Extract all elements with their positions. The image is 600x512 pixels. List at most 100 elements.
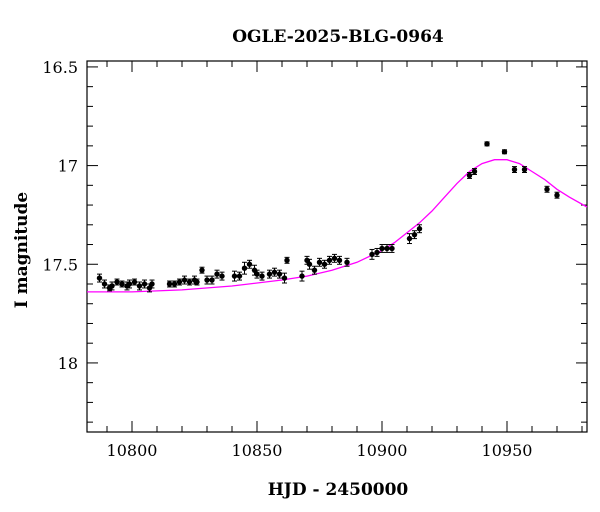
data-point <box>384 244 390 253</box>
data-point <box>471 168 478 175</box>
data-marker <box>284 257 290 264</box>
data-marker <box>369 251 375 258</box>
data-point <box>369 248 375 260</box>
model-curve-group <box>87 159 588 293</box>
data-point <box>219 271 225 281</box>
data-marker <box>141 281 148 287</box>
y-tick-label: 17 <box>58 157 78 176</box>
data-point <box>416 224 423 234</box>
data-marker <box>214 271 220 277</box>
data-point <box>214 269 220 279</box>
data-point <box>306 258 313 270</box>
data-point <box>126 279 133 289</box>
x-axis-label: HJD - 2450000 <box>268 480 409 500</box>
data-marker <box>126 281 133 287</box>
data-marker <box>299 273 305 279</box>
data-marker <box>241 265 248 271</box>
data-point <box>281 272 288 284</box>
data-marker <box>219 273 225 279</box>
axis-ticks <box>87 61 587 432</box>
data-point <box>119 280 125 288</box>
y-tick-label: 17.5 <box>42 255 78 274</box>
data-marker <box>181 277 188 283</box>
data-point <box>484 141 490 147</box>
data-point <box>511 166 518 173</box>
data-point <box>254 269 260 279</box>
x-tick-label: 10900 <box>357 441 408 460</box>
x-tick-label: 10850 <box>232 441 283 460</box>
plot-area-border <box>86 60 588 433</box>
data-point <box>259 271 265 281</box>
data-marker <box>166 281 173 287</box>
data-point <box>136 281 143 291</box>
data-marker <box>511 166 518 173</box>
data-marker <box>416 226 423 232</box>
data-marker <box>204 277 210 283</box>
data-marker <box>306 261 313 267</box>
data-marker <box>501 149 508 155</box>
model-curve <box>87 159 588 293</box>
data-point <box>379 244 385 253</box>
data-marker <box>276 271 283 277</box>
data-marker <box>336 257 343 264</box>
data-marker <box>374 249 380 256</box>
data-point <box>194 278 200 286</box>
data-marker <box>311 267 318 273</box>
data-point <box>554 191 560 199</box>
data-marker <box>259 273 265 279</box>
data-point <box>321 259 328 269</box>
data-point <box>186 278 193 286</box>
data-marker <box>199 267 205 273</box>
data-point <box>299 270 305 282</box>
data-point <box>466 171 473 179</box>
data-point <box>284 256 290 264</box>
data-marker <box>411 231 418 238</box>
data-point <box>166 280 173 288</box>
plot-frame <box>86 60 588 433</box>
data-marker <box>246 261 253 267</box>
data-point <box>406 233 413 245</box>
data-marker <box>231 273 238 279</box>
data-point <box>344 257 350 267</box>
data-marker <box>209 277 215 283</box>
data-marker <box>344 259 350 265</box>
data-marker <box>149 281 155 287</box>
data-marker <box>466 172 473 179</box>
data-marker <box>471 168 478 175</box>
data-point <box>96 273 103 283</box>
data-marker <box>96 275 103 281</box>
data-point <box>326 255 333 265</box>
data-marker <box>254 271 260 277</box>
data-marker <box>379 245 385 252</box>
data-point <box>521 166 528 173</box>
data-point <box>231 270 238 282</box>
data-marker <box>236 273 243 279</box>
x-tick-label: 10950 <box>482 441 533 460</box>
data-marker <box>331 255 338 262</box>
data-point <box>114 278 120 286</box>
data-marker <box>484 141 490 147</box>
y-tick-label: 16.5 <box>42 58 78 77</box>
data-point <box>311 265 318 275</box>
data-point <box>271 267 278 277</box>
y-axis-label: I magnitude <box>12 192 32 309</box>
data-point <box>544 185 550 193</box>
data-point <box>246 259 253 269</box>
data-point <box>316 257 323 267</box>
data-marker <box>176 279 183 285</box>
data-point <box>176 278 183 286</box>
data-marker <box>136 283 143 289</box>
data-point <box>199 266 205 274</box>
data-marker <box>554 192 560 198</box>
data-point <box>411 230 418 240</box>
data-point <box>266 269 273 279</box>
data-marker <box>194 279 200 285</box>
data-marker <box>521 166 528 173</box>
data-point <box>171 280 178 288</box>
data-point <box>374 247 380 257</box>
y-tick-label: 18 <box>58 354 78 373</box>
data-point <box>149 279 155 289</box>
data-marker <box>131 279 138 285</box>
data-marker <box>186 279 193 285</box>
